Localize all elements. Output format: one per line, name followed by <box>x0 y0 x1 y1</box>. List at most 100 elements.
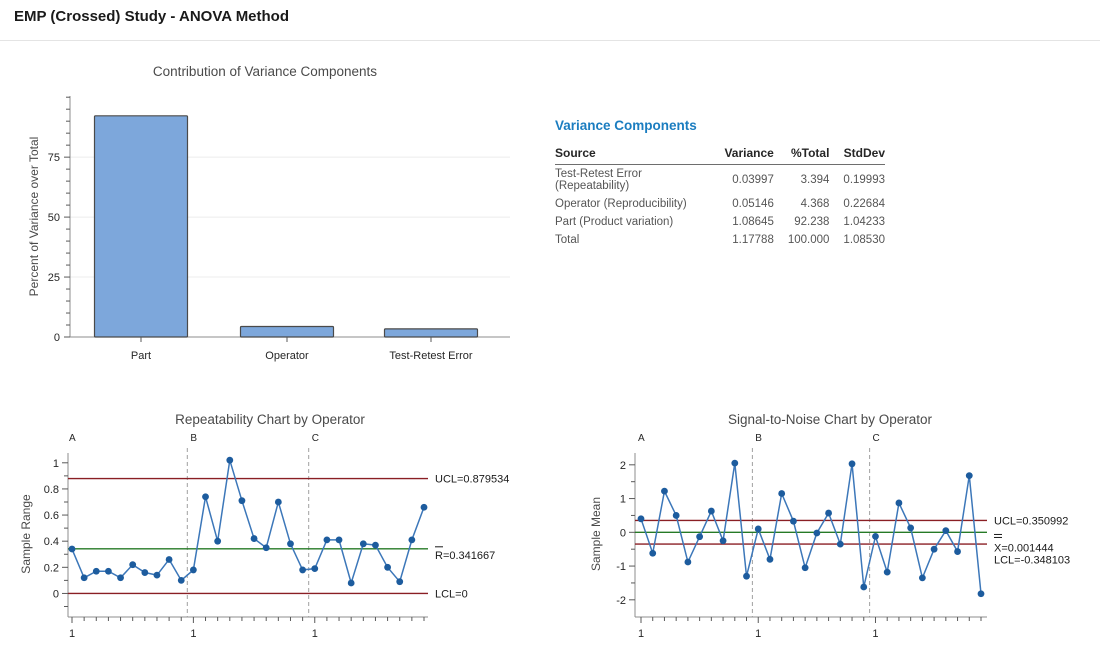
data-point <box>336 536 343 543</box>
data-point <box>263 544 270 551</box>
table-row: Operator (Reproducibility)0.051464.3680.… <box>555 195 885 213</box>
data-point <box>778 490 785 497</box>
data-point <box>141 569 148 576</box>
category-label: Part <box>131 350 151 362</box>
x-tick-label: 1 <box>190 628 196 640</box>
data-point <box>166 556 173 563</box>
svg-text:1: 1 <box>620 494 626 506</box>
column-header: %Total <box>774 143 830 165</box>
svg-text:50: 50 <box>48 212 60 224</box>
operator-label: C <box>872 433 879 444</box>
bar-2 <box>385 329 478 337</box>
source-cell: Test-Retest Error (Repeatability) <box>555 165 710 196</box>
data-point <box>117 574 124 581</box>
data-point <box>69 546 76 553</box>
value-cell: 4.368 <box>774 195 830 213</box>
value-cell: 1.17788 <box>710 231 773 249</box>
svg-text:2: 2 <box>620 460 626 472</box>
signal-to-noise-chart: Signal-to-Noise Chart by Operator Sample … <box>560 408 1100 652</box>
data-point <box>731 460 738 467</box>
category-label: Operator <box>265 350 309 362</box>
x-tick-label: 1 <box>638 628 644 640</box>
operator-label: A <box>69 433 76 444</box>
data-point <box>129 561 136 568</box>
lcl-label: LCL=-0.348103 <box>994 554 1070 566</box>
data-point <box>251 535 258 542</box>
data-point <box>743 573 750 580</box>
data-point <box>849 460 856 467</box>
svg-text:0: 0 <box>620 527 626 539</box>
data-point <box>154 572 161 579</box>
lcl-label: LCL=0 <box>435 588 468 600</box>
data-point <box>860 584 867 591</box>
x-tick-label: 1 <box>312 628 318 640</box>
data-point <box>954 548 961 555</box>
data-point <box>931 546 938 553</box>
svg-text:-1: -1 <box>616 561 626 573</box>
table-row: Test-Retest Error (Repeatability)0.03997… <box>555 165 885 196</box>
data-point <box>287 540 294 547</box>
data-point <box>190 567 197 574</box>
column-header: Variance <box>710 143 773 165</box>
data-point <box>214 538 221 545</box>
page-title: EMP (Crossed) Study - ANOVA Method <box>14 8 289 25</box>
center-label: X=0.001444 <box>994 542 1054 554</box>
data-point <box>767 556 774 563</box>
x-tick-label: 1 <box>755 628 761 640</box>
variance-components-section: Variance Components SourceVariance%Total… <box>555 118 901 249</box>
svg-text:0: 0 <box>53 588 59 600</box>
data-point <box>384 564 391 571</box>
svg-text:25: 25 <box>48 272 60 284</box>
chart-title: Repeatability Chart by Operator <box>175 412 365 427</box>
data-point <box>884 569 891 576</box>
series-line <box>641 463 981 594</box>
data-point <box>239 497 246 504</box>
contribution-bar-chart-svg: Contribution of Variance Components Perce… <box>18 55 548 400</box>
chart-title: Contribution of Variance Components <box>153 64 377 79</box>
data-point <box>942 527 949 534</box>
data-point <box>202 493 209 500</box>
x-tick-label: 1 <box>872 628 878 640</box>
operator-label: C <box>312 433 319 444</box>
data-point <box>684 559 691 566</box>
data-point <box>360 540 367 547</box>
data-point <box>720 537 727 544</box>
signal-to-noise-chart-svg: Signal-to-Noise Chart by Operator Sample … <box>560 408 1100 652</box>
header-divider <box>0 40 1100 41</box>
data-point <box>661 488 668 495</box>
svg-text:0.8: 0.8 <box>44 484 59 496</box>
data-point <box>323 536 330 543</box>
data-point <box>896 500 903 507</box>
data-point <box>396 578 403 585</box>
svg-text:-2: -2 <box>616 595 626 607</box>
data-point <box>81 574 88 581</box>
data-point <box>299 567 306 574</box>
ucl-label: UCL=0.350992 <box>994 515 1068 527</box>
data-point <box>966 472 973 479</box>
value-cell: 0.05146 <box>710 195 773 213</box>
category-label: Test-Retest Error <box>389 350 472 362</box>
chart-title: Signal-to-Noise Chart by Operator <box>728 412 933 427</box>
data-point <box>421 504 428 511</box>
data-point <box>649 550 656 557</box>
operator-label: B <box>190 433 197 444</box>
table-row: Part (Product variation)1.0864592.2381.0… <box>555 213 885 231</box>
value-cell: 0.03997 <box>710 165 773 196</box>
value-cell: 1.08645 <box>710 213 773 231</box>
data-point <box>226 457 233 464</box>
data-point <box>178 577 185 584</box>
report-page: EMP (Crossed) Study - ANOVA Method Contr… <box>0 0 1100 652</box>
y-axis-label: Sample Mean <box>589 497 603 571</box>
data-point <box>93 568 100 575</box>
value-cell: 0.19993 <box>829 165 885 196</box>
table-row: Total1.17788100.0001.08530 <box>555 231 885 249</box>
y-axis-label: Percent of Variance over Total <box>27 137 41 297</box>
data-point <box>978 590 985 597</box>
x-tick-label: 1 <box>69 628 75 640</box>
svg-text:0.6: 0.6 <box>44 510 59 522</box>
data-point <box>813 530 820 537</box>
value-cell: 100.000 <box>774 231 830 249</box>
source-cell: Operator (Reproducibility) <box>555 195 710 213</box>
value-cell: 1.04233 <box>829 213 885 231</box>
data-point <box>825 510 832 517</box>
